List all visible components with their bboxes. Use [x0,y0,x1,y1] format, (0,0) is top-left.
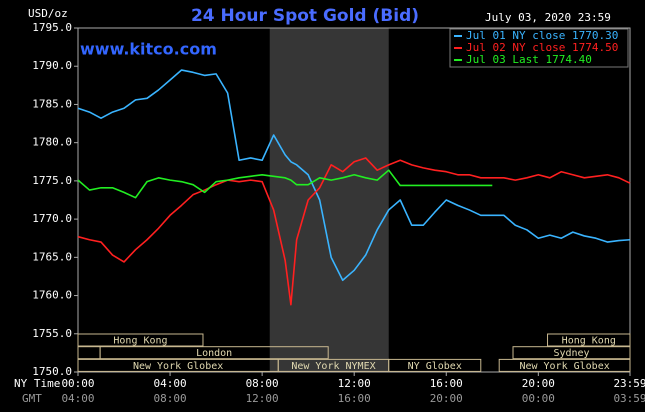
x2-tick-label: 08:00 [154,392,187,405]
legend-label: Jul 03 Last 1774.40 [466,53,592,66]
x-tick-label: 08:00 [246,377,279,390]
y-tick-label: 1785.0 [32,97,72,110]
session-box [388,358,482,372]
session-label: Hong Kong [113,336,167,347]
legend-box [449,28,629,68]
y-tick-label: 1750.0 [32,365,72,378]
session-box [512,346,631,360]
session-box [547,333,631,347]
y-axis-label: USD/oz [28,7,68,20]
session-box [99,346,329,360]
x-tick-label: 16:00 [430,377,463,390]
timestamp: July 03, 2020 23:59 [485,11,611,24]
session-label: Sydney [553,348,589,359]
session-label: New York Globex [133,361,223,372]
source-label: www.kitco.com [80,40,217,59]
x2-tick-label: 12:00 [246,392,279,405]
session-label: New York Globex [519,361,609,372]
y-tick-label: 1770.0 [32,212,72,225]
y-tick-label: 1775.0 [32,174,72,187]
x2-tick-label: 00:00 [522,392,555,405]
session-label: NY Globex [408,361,462,372]
y-tick-label: 1780.0 [32,136,72,149]
y-tick-label: 1795.0 [32,21,72,34]
session-label: Hong Kong [562,336,616,347]
legend-label: Jul 02 NY close 1774.50 [466,41,618,54]
x2-tick-label: 03:59 [613,392,645,405]
x2-tick-label: 20:00 [430,392,463,405]
x-axis-label: NY Time [14,377,60,390]
x2-tick-label: 04:00 [61,392,94,405]
y-tick-label: 1765.0 [32,250,72,263]
x-tick-label: 23:59 [613,377,645,390]
x-tick-label: 20:00 [522,377,555,390]
session-label: London [196,348,232,359]
x2-tick-label: 16:00 [338,392,371,405]
x-tick-label: 12:00 [338,377,371,390]
session-box [77,333,204,347]
y-tick-label: 1790.0 [32,59,72,72]
session-box [498,358,631,372]
session-label: New York NYMEX [291,361,375,372]
series-line [77,157,631,306]
x-tick-label: 04:00 [154,377,187,390]
x2-axis-label: GMT [22,392,42,405]
y-tick-label: 1760.0 [32,289,72,302]
y-tick-label: 1755.0 [32,327,72,340]
series-line [77,169,493,199]
series-line [77,69,631,282]
chart-title: 24 Hour Spot Gold (Bid) [191,6,419,26]
x-tick-label: 00:00 [61,377,94,390]
market-hours-shade [269,28,389,372]
legend-label: Jul 01 NY close 1770.30 [466,29,618,42]
